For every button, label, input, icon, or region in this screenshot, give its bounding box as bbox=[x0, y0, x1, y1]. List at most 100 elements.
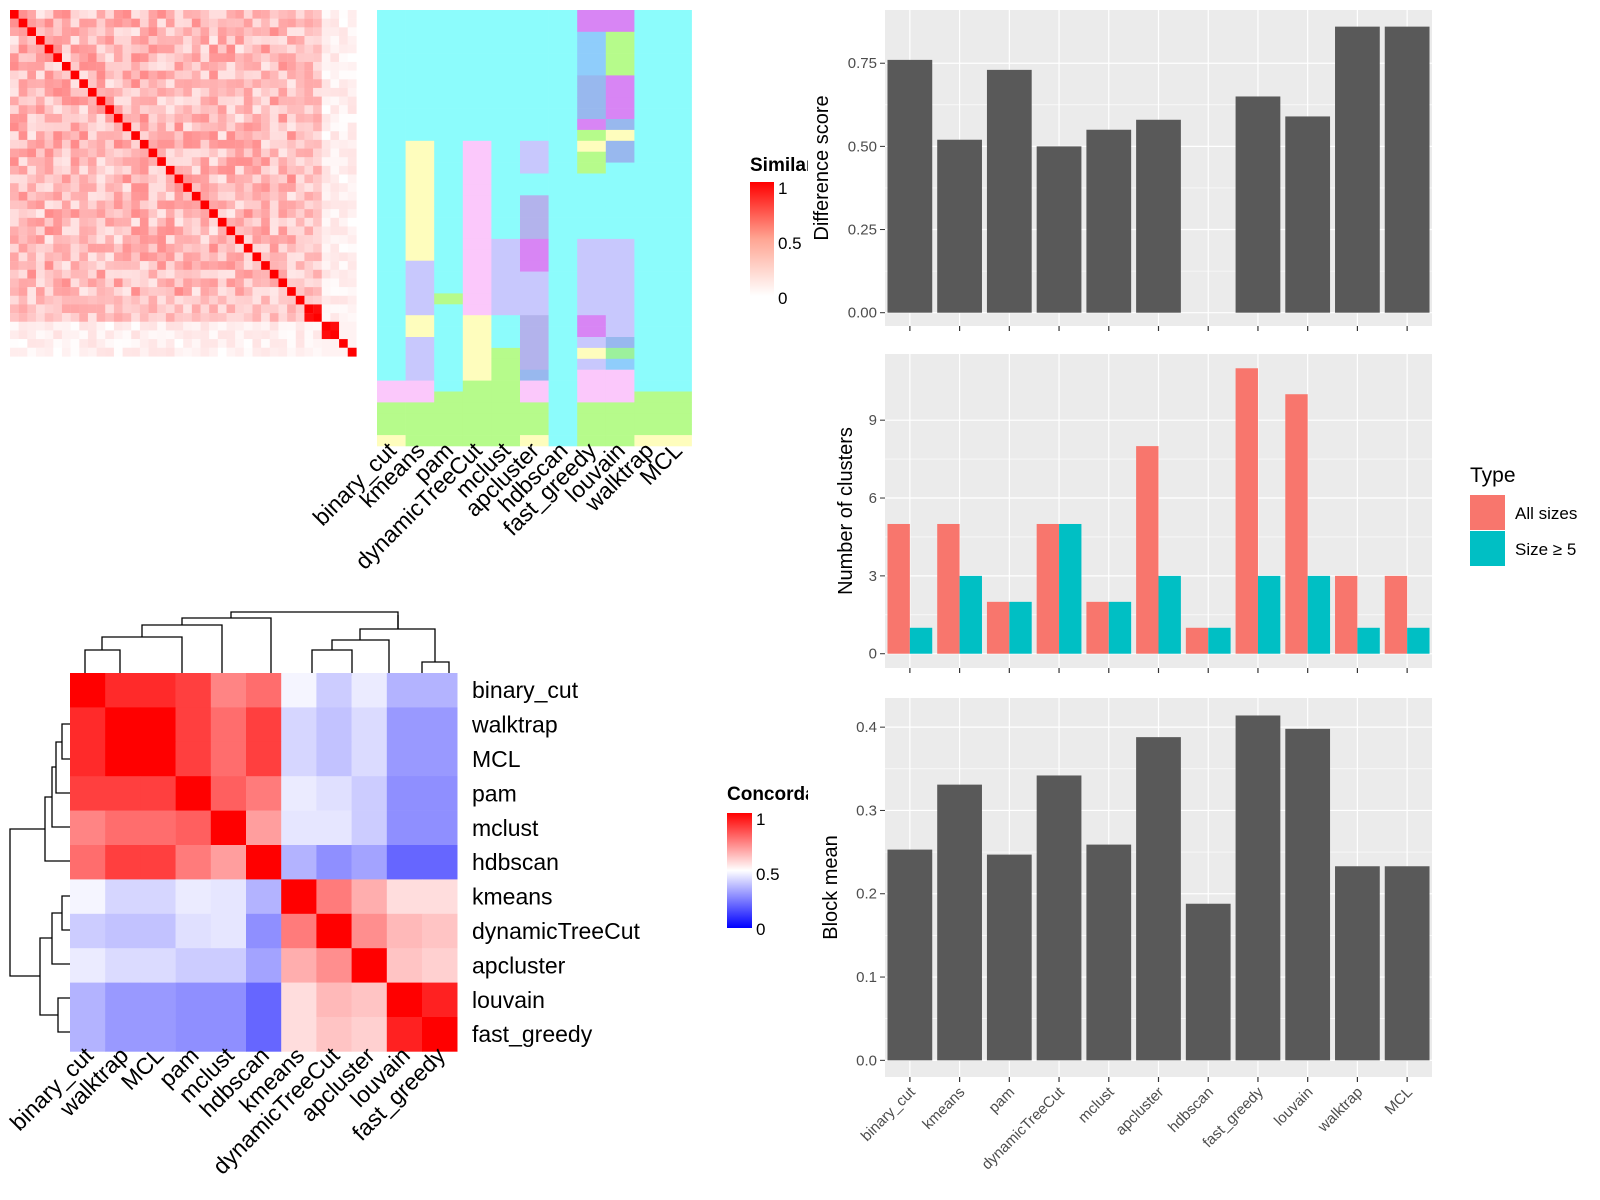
similarity-cell bbox=[10, 217, 19, 227]
similarity-cell bbox=[122, 191, 132, 201]
similarity-cell bbox=[183, 209, 193, 219]
similarity-cell bbox=[35, 174, 45, 184]
similarity-cell bbox=[70, 113, 80, 123]
concordance-row-label: dynamicTreeCut bbox=[472, 918, 640, 944]
concordance-cell bbox=[210, 810, 247, 846]
similarity-cell bbox=[44, 183, 54, 193]
similarity-cell bbox=[304, 35, 314, 45]
similarity-cell bbox=[235, 261, 245, 270]
assignment-cell bbox=[663, 424, 692, 436]
similarity-cell bbox=[165, 79, 175, 89]
similarity-cell bbox=[44, 113, 54, 123]
assignment-cell bbox=[634, 238, 664, 251]
similarity-cell bbox=[217, 165, 227, 175]
assignment-cell bbox=[548, 151, 578, 163]
similarity-cell bbox=[269, 157, 279, 167]
assignment-cell bbox=[462, 217, 492, 229]
bar-all-sizes bbox=[887, 523, 910, 654]
similarity-cell bbox=[339, 235, 348, 245]
similarity-cell bbox=[235, 183, 245, 193]
similarity-cell bbox=[295, 18, 305, 28]
assignment-cell bbox=[577, 195, 607, 207]
similarity-cell bbox=[61, 200, 71, 210]
assignment-cell bbox=[634, 249, 664, 261]
similarity-cell bbox=[18, 44, 28, 54]
assignment-cell bbox=[634, 347, 664, 360]
similarity-cell bbox=[330, 113, 340, 123]
similarity-cell bbox=[261, 18, 270, 28]
similarity-cell bbox=[35, 321, 45, 331]
similarity-cell bbox=[157, 44, 167, 54]
concordance-cell bbox=[140, 845, 176, 880]
concordance-cell bbox=[386, 707, 423, 743]
similarity-cell bbox=[313, 157, 322, 167]
similarity-cell bbox=[131, 235, 141, 245]
similarity-cell bbox=[87, 339, 97, 348]
similarity-cell bbox=[18, 105, 28, 115]
similarity-cell bbox=[226, 157, 236, 167]
assignment-cell bbox=[634, 184, 664, 196]
similarity-cell bbox=[148, 183, 158, 193]
assignment-cell bbox=[634, 119, 664, 131]
similarity-cell bbox=[278, 183, 288, 193]
similarity-cell bbox=[321, 313, 331, 322]
assignment-cell bbox=[405, 10, 435, 22]
assignment-cell bbox=[520, 315, 549, 327]
similarity-cell bbox=[191, 313, 201, 322]
bar-size-5 bbox=[909, 627, 933, 654]
similarity-cell bbox=[157, 10, 167, 19]
assignment-cell bbox=[577, 31, 607, 43]
similarity-cell bbox=[139, 10, 149, 19]
similarity-cell bbox=[105, 235, 115, 245]
assignment-cell bbox=[405, 75, 435, 87]
assignment-cell bbox=[605, 337, 635, 349]
similarity-cell bbox=[70, 321, 80, 331]
similarity-cell bbox=[321, 209, 331, 219]
similarity-cell bbox=[209, 278, 219, 288]
similarity-cell bbox=[339, 174, 348, 184]
similarity-cell bbox=[157, 148, 167, 158]
similarity-cell bbox=[321, 183, 331, 193]
similarity-cell bbox=[148, 96, 158, 106]
similarity-cell bbox=[53, 70, 63, 80]
similarity-cell bbox=[330, 27, 340, 37]
assignment-cell bbox=[605, 293, 635, 305]
similarity-cell bbox=[235, 278, 245, 288]
assignment-cell bbox=[577, 86, 607, 98]
similarity-cell bbox=[339, 261, 348, 270]
similarity-cell bbox=[313, 27, 322, 37]
similarity-cell bbox=[261, 217, 270, 227]
similarity-cell bbox=[235, 10, 245, 19]
similarity-cell bbox=[10, 35, 19, 45]
similarity-cell bbox=[347, 200, 357, 210]
similarity-cell bbox=[131, 122, 141, 132]
similarity-cell bbox=[113, 113, 123, 123]
assignment-cell bbox=[520, 380, 549, 392]
assignment-cell bbox=[634, 424, 664, 436]
similarity-cell bbox=[131, 183, 141, 193]
similarity-cell bbox=[53, 79, 63, 89]
similarity-cell bbox=[44, 10, 54, 19]
similarity-cell bbox=[200, 174, 210, 184]
similarity-cell bbox=[191, 183, 201, 193]
similarity-cell bbox=[35, 113, 45, 123]
similarity-cell bbox=[18, 330, 28, 340]
similarity-cell bbox=[200, 226, 210, 236]
assignment-cell bbox=[491, 119, 521, 131]
similarity-cell bbox=[200, 261, 210, 270]
concordance-row-label: apcluster bbox=[472, 952, 566, 978]
similarity-cell bbox=[53, 191, 63, 201]
similarity-cell bbox=[235, 269, 245, 279]
legend-label-all-sizes: All sizes bbox=[1515, 504, 1577, 523]
assignment-cell bbox=[634, 304, 664, 316]
similarity-cell bbox=[70, 200, 80, 210]
similarity-cell bbox=[157, 226, 167, 236]
similarity-cell bbox=[27, 252, 37, 262]
similarity-cell bbox=[183, 44, 193, 54]
assignment-cell bbox=[634, 271, 664, 283]
similarity-cell bbox=[313, 226, 322, 236]
similarity-cell bbox=[183, 35, 193, 45]
similarity-cell bbox=[330, 70, 340, 80]
similarity-cell bbox=[122, 313, 132, 322]
